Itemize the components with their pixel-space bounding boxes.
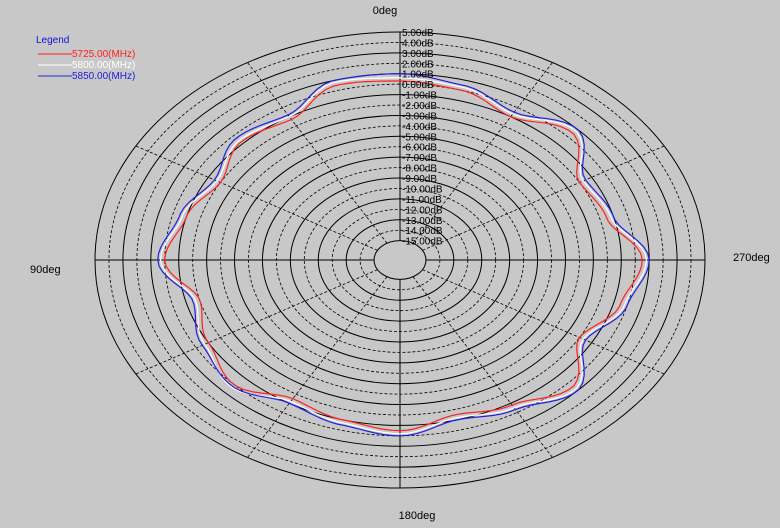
radial-tick-label: -3.00dB xyxy=(402,111,437,122)
angle-label-270deg: 270deg xyxy=(733,252,770,264)
grid-spoke xyxy=(135,145,378,251)
grid-spoke xyxy=(422,145,665,251)
radial-tick-label: -9.00dB xyxy=(402,174,437,185)
polar-grid xyxy=(94,31,706,489)
legend-label-5725: 5725.00(MHz) xyxy=(72,49,135,60)
radial-tick-label: -8.00dB xyxy=(402,164,437,175)
grid-spoke xyxy=(412,276,553,458)
radial-tick-label: -1.00dB xyxy=(402,91,437,102)
radial-tick-label: -5.00dB xyxy=(402,132,437,143)
radial-tick-label: -10.00dB xyxy=(402,184,443,195)
series-line xyxy=(164,80,643,432)
angle-label-0deg: 0deg xyxy=(373,5,397,17)
series-line xyxy=(157,73,650,437)
radial-tick-label: 2.00dB xyxy=(402,59,434,70)
radial-tick-label: 1.00dB xyxy=(402,70,434,81)
radial-tick-label: 0.00dB xyxy=(402,80,434,91)
radial-tick-label: -4.00dB xyxy=(402,122,437,133)
radial-tick-label: -7.00dB xyxy=(402,153,437,164)
radial-tick-label: -12.00dB xyxy=(402,205,443,216)
pattern-curves xyxy=(157,73,650,437)
grid-spoke xyxy=(412,62,553,244)
radial-tick-label: -13.00dB xyxy=(402,216,443,227)
radial-tick-label: -14.00dB xyxy=(402,226,443,237)
grid-spoke xyxy=(247,276,388,458)
legend-label-5850: 5850.00(MHz) xyxy=(72,71,135,82)
legend: Legend 5725.00(MHz) 5800.00(MHz) 5850.00… xyxy=(36,35,135,82)
grid-spoke xyxy=(422,269,665,375)
grid-spoke xyxy=(247,62,388,244)
radial-tick-label: 4.00dB xyxy=(402,38,434,49)
radial-tick-label: -11.00dB xyxy=(402,195,442,206)
radial-tick-label: -6.00dB xyxy=(402,143,437,154)
series-line xyxy=(159,77,648,435)
legend-title: Legend xyxy=(36,35,69,46)
angle-label-180deg: 180deg xyxy=(399,510,436,522)
radial-tick-label: 5.00dB xyxy=(402,28,434,39)
radial-tick-label: -2.00dB xyxy=(402,101,437,112)
grid-spoke xyxy=(135,269,378,375)
radial-tick-labels: 5.00dB4.00dB3.00dB2.00dB1.00dB0.00dB-1.0… xyxy=(402,28,443,248)
radial-tick-label: -15.00dB xyxy=(402,237,443,248)
angle-label-90deg: 90deg xyxy=(30,264,61,276)
legend-label-5800: 5800.00(MHz) xyxy=(72,60,135,71)
radial-tick-label: 3.00dB xyxy=(402,49,434,60)
